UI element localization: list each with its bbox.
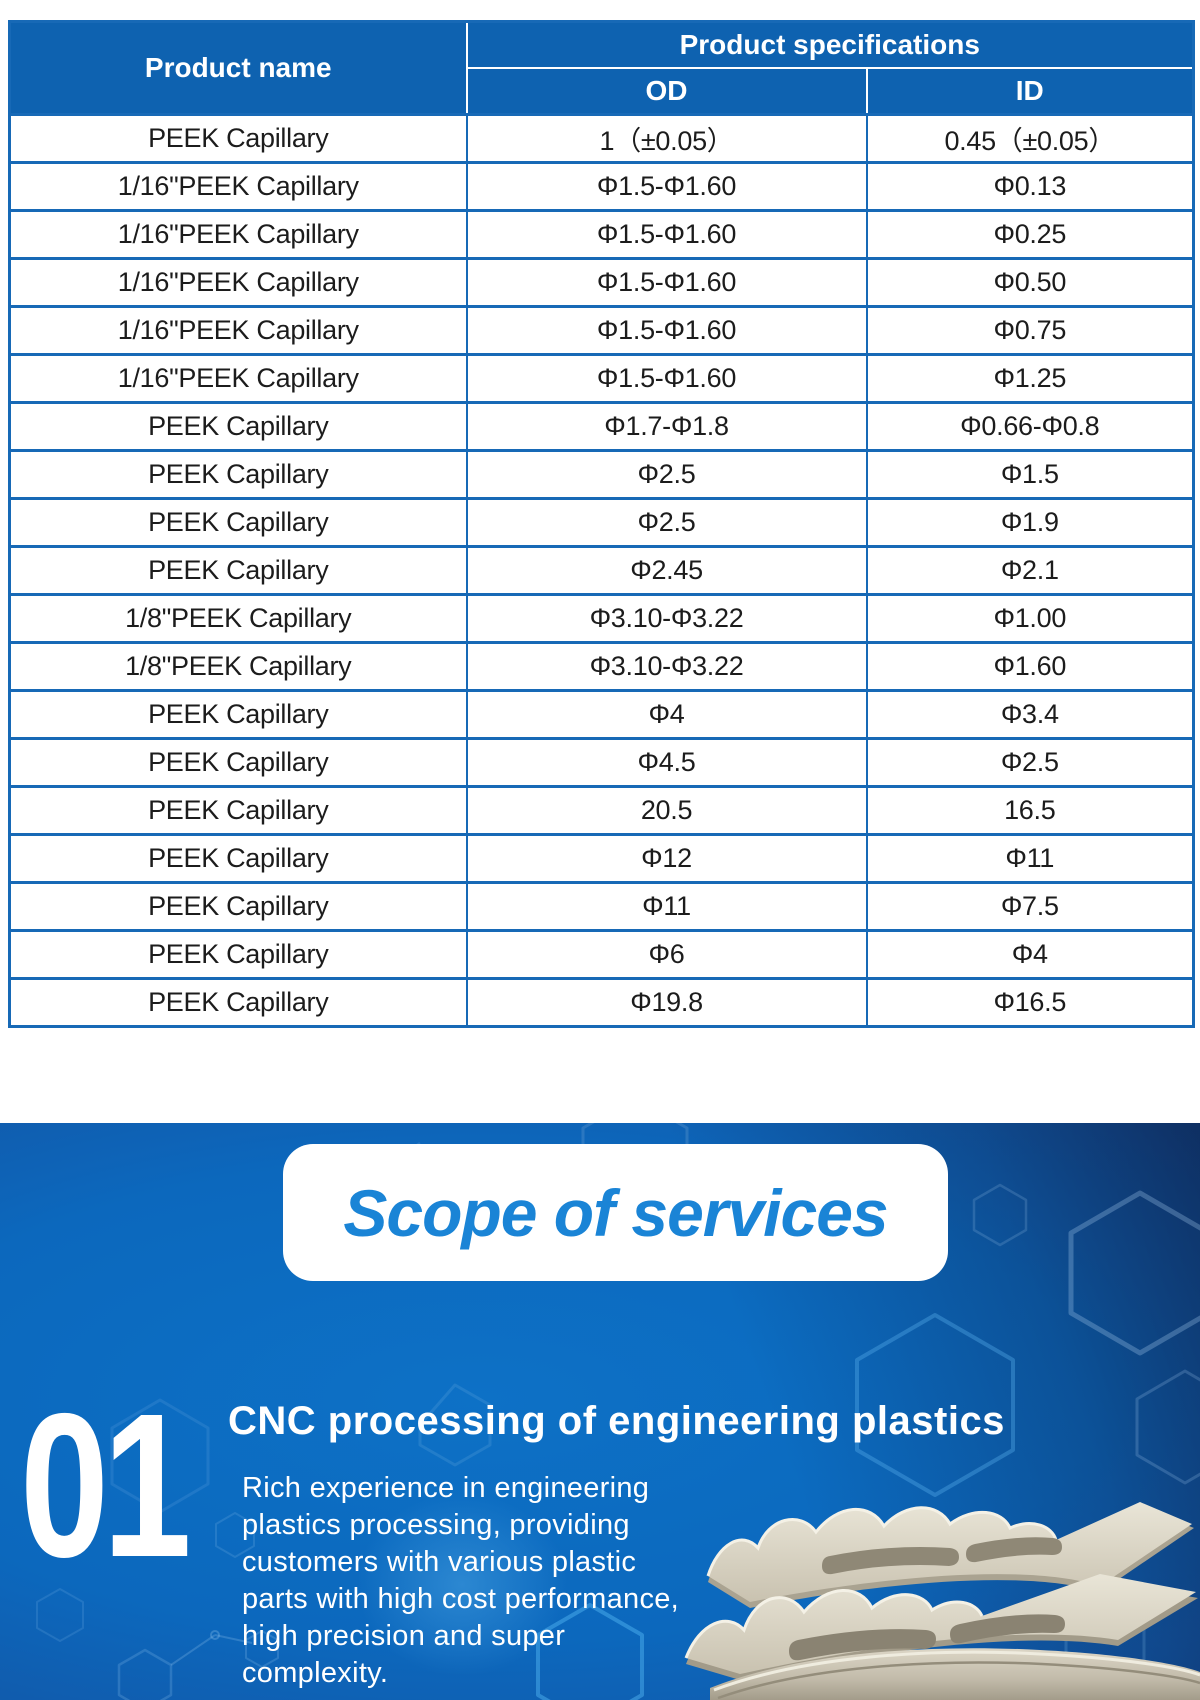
product-name-cell: PEEK Capillary <box>8 449 468 500</box>
table-row: 1/16"PEEK Capillary Φ1.5-Φ1.60 Φ0.75 <box>8 305 1195 356</box>
column-header-product-name: Product name <box>8 20 468 116</box>
od-cell: Φ1.5-Φ1.60 <box>465 353 868 404</box>
od-cell: Φ6 <box>465 929 868 980</box>
id-cell: Φ1.00 <box>865 593 1195 644</box>
product-name-cell: 1/16"PEEK Capillary <box>8 353 468 404</box>
product-name-cell: PEEK Capillary <box>8 545 468 596</box>
id-cell: Φ0.13 <box>865 161 1195 212</box>
id-cell: Φ2.1 <box>865 545 1195 596</box>
od-cell: Φ1.5-Φ1.60 <box>465 257 868 308</box>
column-header-od: OD <box>465 67 868 116</box>
od-cell: Φ2.45 <box>465 545 868 596</box>
cnc-machined-part-image <box>684 1502 1200 1700</box>
table-row: PEEK Capillary Φ2.5 Φ1.5 <box>8 449 1195 500</box>
od-cell: Φ4 <box>465 689 868 740</box>
od-cell: Φ1.5-Φ1.60 <box>465 161 868 212</box>
id-cell: Φ1.5 <box>865 449 1195 500</box>
table-row: PEEK Capillary Φ12 Φ11 <box>8 833 1195 884</box>
description-line: plastics processing, providing <box>242 1509 630 1541</box>
table-row: PEEK Capillary Φ2.5 Φ1.9 <box>8 497 1195 548</box>
id-cell: Φ16.5 <box>865 977 1195 1028</box>
od-cell: Φ3.10-Φ3.22 <box>465 641 868 692</box>
od-cell: Φ3.10-Φ3.22 <box>465 593 868 644</box>
description-line: customers with various plastic <box>242 1546 637 1578</box>
id-cell: Φ0.25 <box>865 209 1195 260</box>
service-item-number: 01 <box>20 1371 192 1600</box>
scope-of-services-badge: Scope of services <box>283 1144 948 1281</box>
od-cell: Φ12 <box>465 833 868 884</box>
column-header-product-specifications: Product specifications <box>465 20 1195 69</box>
product-name-cell: 1/8"PEEK Capillary <box>8 593 468 644</box>
id-cell: Φ1.60 <box>865 641 1195 692</box>
table-row: PEEK Capillary Φ1.7-Φ1.8 Φ0.66-Φ0.8 <box>8 401 1195 452</box>
product-name-cell: PEEK Capillary <box>8 689 468 740</box>
table-row: 1/8"PEEK Capillary Φ3.10-Φ3.22 Φ1.60 <box>8 641 1195 692</box>
product-name-cell: PEEK Capillary <box>8 737 468 788</box>
product-name-cell: 1/8"PEEK Capillary <box>8 641 468 692</box>
id-cell: Φ11 <box>865 833 1195 884</box>
table-row: PEEK Capillary Φ6 Φ4 <box>8 929 1195 980</box>
product-name-cell: 1/16"PEEK Capillary <box>8 209 468 260</box>
description-line: parts with high cost performance, <box>242 1583 680 1615</box>
table-row: 1/16"PEEK Capillary Φ1.5-Φ1.60 Φ0.50 <box>8 257 1195 308</box>
table-row: 1/16"PEEK Capillary Φ1.5-Φ1.60 Φ0.25 <box>8 209 1195 260</box>
table-row: 1/16"PEEK Capillary Φ1.5-Φ1.60 Φ0.13 <box>8 161 1195 212</box>
description-line: high precision and super <box>242 1620 566 1652</box>
id-cell: Φ1.9 <box>865 497 1195 548</box>
id-cell: Φ1.25 <box>865 353 1195 404</box>
services-hero-section: Scope of services 01 CNC processing of e… <box>0 1123 1200 1700</box>
product-name-cell: PEEK Capillary <box>8 497 468 548</box>
service-item-title: CNC processing of engineering plastics <box>228 1399 1005 1443</box>
product-name-cell: 1/16"PEEK Capillary <box>8 161 468 212</box>
table-row: PEEK Capillary Φ19.8 Φ16.5 <box>8 977 1195 1028</box>
id-cell: 0.45（±0.05） <box>865 113 1195 164</box>
od-cell: 1（±0.05） <box>465 113 868 164</box>
id-cell: Φ7.5 <box>865 881 1195 932</box>
description-line: Rich experience in engineering <box>242 1472 650 1504</box>
description-line: complexity. <box>242 1657 389 1689</box>
id-cell: Φ3.4 <box>865 689 1195 740</box>
product-name-cell: 1/16"PEEK Capillary <box>8 257 468 308</box>
product-name-cell: PEEK Capillary <box>8 401 468 452</box>
product-name-cell: PEEK Capillary <box>8 833 468 884</box>
table-row: PEEK Capillary 20.5 16.5 <box>8 785 1195 836</box>
od-cell: Φ1.7-Φ1.8 <box>465 401 868 452</box>
column-header-id: ID <box>865 67 1195 116</box>
product-name-cell: PEEK Capillary <box>8 785 468 836</box>
table-row: PEEK Capillary Φ2.45 Φ2.1 <box>8 545 1195 596</box>
product-spec-table: Product name Product specifications OD I… <box>8 20 1196 1028</box>
od-cell: Φ11 <box>465 881 868 932</box>
od-cell: Φ19.8 <box>465 977 868 1028</box>
id-cell: Φ0.66-Φ0.8 <box>865 401 1195 452</box>
table-row: PEEK Capillary Φ4.5 Φ2.5 <box>8 737 1195 788</box>
spec-table-body: PEEK Capillary 1（±0.05） 0.45（±0.05） 1/16"PE… <box>8 113 1195 1028</box>
od-cell: Φ1.5-Φ1.60 <box>465 209 868 260</box>
product-name-cell: PEEK Capillary <box>8 977 468 1028</box>
table-row: PEEK Capillary Φ11 Φ7.5 <box>8 881 1195 932</box>
id-cell: Φ4 <box>865 929 1195 980</box>
id-cell: Φ2.5 <box>865 737 1195 788</box>
spec-table: Product name Product specifications OD I… <box>8 20 1196 1028</box>
od-cell: 20.5 <box>465 785 868 836</box>
table-row: 1/8"PEEK Capillary Φ3.10-Φ3.22 Φ1.00 <box>8 593 1195 644</box>
od-cell: Φ2.5 <box>465 497 868 548</box>
id-cell: Φ0.50 <box>865 257 1195 308</box>
product-name-cell: PEEK Capillary <box>8 881 468 932</box>
od-cell: Φ1.5-Φ1.60 <box>465 305 868 356</box>
product-name-cell: PEEK Capillary <box>8 929 468 980</box>
product-name-cell: PEEK Capillary <box>8 113 468 164</box>
scope-of-services-title: Scope of services <box>343 1175 888 1250</box>
table-row: 1/16"PEEK Capillary Φ1.5-Φ1.60 Φ1.25 <box>8 353 1195 404</box>
id-cell: Φ0.75 <box>865 305 1195 356</box>
table-row: PEEK Capillary 1（±0.05） 0.45（±0.05） <box>8 113 1195 164</box>
od-cell: Φ4.5 <box>465 737 868 788</box>
product-name-cell: 1/16"PEEK Capillary <box>8 305 468 356</box>
id-cell: 16.5 <box>865 785 1195 836</box>
od-cell: Φ2.5 <box>465 449 868 500</box>
table-row: PEEK Capillary Φ4 Φ3.4 <box>8 689 1195 740</box>
service-item-description: Rich experience in engineering plastics … <box>242 1470 742 1692</box>
